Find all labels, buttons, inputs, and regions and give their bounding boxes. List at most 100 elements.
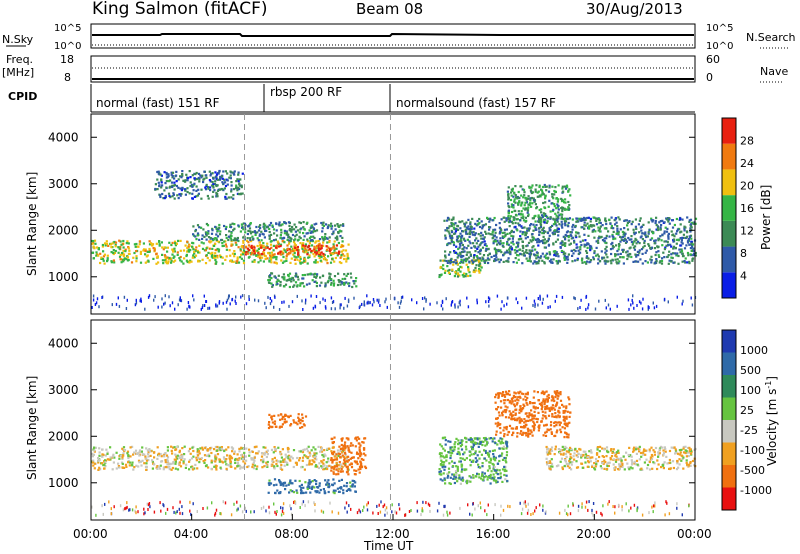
power-cell [197,233,200,236]
power-cell [215,260,218,264]
power-cell [549,216,552,219]
power-cell [676,230,679,233]
power-cell [230,243,233,246]
velocity-cell [505,408,508,412]
velocity-cell [133,466,136,469]
power-cell [650,217,653,220]
velocity-cell [149,450,152,453]
power-cell [522,207,525,210]
power-cell [281,240,284,243]
velocity-cell [111,468,114,471]
power-cell [569,231,572,234]
power-cell [618,218,621,221]
velocity-cell [215,468,218,471]
power-cell [586,242,589,245]
power-cell [208,247,211,250]
velocity-cell [236,461,239,464]
velocity-cell [463,458,466,461]
power-cell [480,259,483,262]
velocity-cell [354,490,357,493]
power-cell [211,229,214,232]
power-cell [169,257,172,260]
velocity-cell [544,431,547,434]
power-cell [597,229,600,232]
velocity-cell [525,402,528,405]
power-cell [322,237,325,241]
velocity-cell [130,462,133,465]
velocity-cell [453,481,456,485]
velocity-cell [514,399,517,402]
nave-tick-bottom: 0 [706,71,713,84]
power-cell [585,255,589,258]
power-cell [120,243,123,246]
power-cell [665,240,668,243]
power-cell [139,261,143,264]
velocity-cell [486,469,490,472]
power-speckle [537,303,539,307]
power-cell [518,248,521,251]
power-cell [315,229,319,232]
power-cell [342,224,345,227]
power-cell [532,223,535,226]
power-cell [191,245,194,248]
power-cell [461,220,464,223]
velocity-cell [143,462,146,465]
power-cell [463,250,466,253]
power-cell [332,232,335,235]
velocity-cell [359,464,362,467]
power-cell [507,202,510,205]
power-cell [632,260,635,263]
power-cell [543,183,546,187]
power-cell [632,241,635,244]
power-cell [694,217,698,220]
velocity-cell [225,448,228,451]
power-speckle [598,299,600,303]
velocity-cell [174,462,177,465]
velocity-cell [157,452,160,455]
power-cell [685,236,688,240]
velocity-cell [175,448,178,451]
velocity-cell [452,449,455,452]
power-cell [529,189,532,192]
power-cell [136,245,139,248]
power-cell [296,275,299,278]
velocity-cell [280,425,283,428]
power-cell [320,251,323,254]
power-cell [167,180,170,183]
power-cell [509,253,512,256]
power-cell [557,204,560,208]
power-cell [251,235,254,238]
velocity-cell [479,441,483,444]
power-cell [278,245,281,248]
velocity-cell [484,449,487,453]
velocity-cell [364,465,367,468]
power-cell [122,260,125,263]
velocity-cell [448,482,451,485]
power-cell [549,217,552,220]
power-cell [326,248,329,251]
power-speckle [101,296,103,299]
velocity-cell [349,444,352,447]
power-cell [171,195,174,198]
velocity-cell [517,396,520,399]
power-cell [313,261,316,264]
power-cell [159,173,162,176]
velocity-cell [349,481,352,484]
power-cell [302,242,305,245]
power-speckle [225,300,228,304]
power-speckle [118,304,121,308]
velocity-cell [97,457,100,460]
power-cell [521,240,524,243]
power-cell [572,236,575,239]
power-cell [355,285,358,288]
power-cell [524,251,527,254]
power-cell [345,258,348,261]
power-cell [119,258,122,261]
power-cell [100,256,103,259]
power-speckle [135,301,138,305]
power-cell [603,240,606,243]
power-cell [672,240,675,243]
power-cell [271,285,274,288]
power-cell [617,262,620,265]
power-cell [268,259,271,262]
